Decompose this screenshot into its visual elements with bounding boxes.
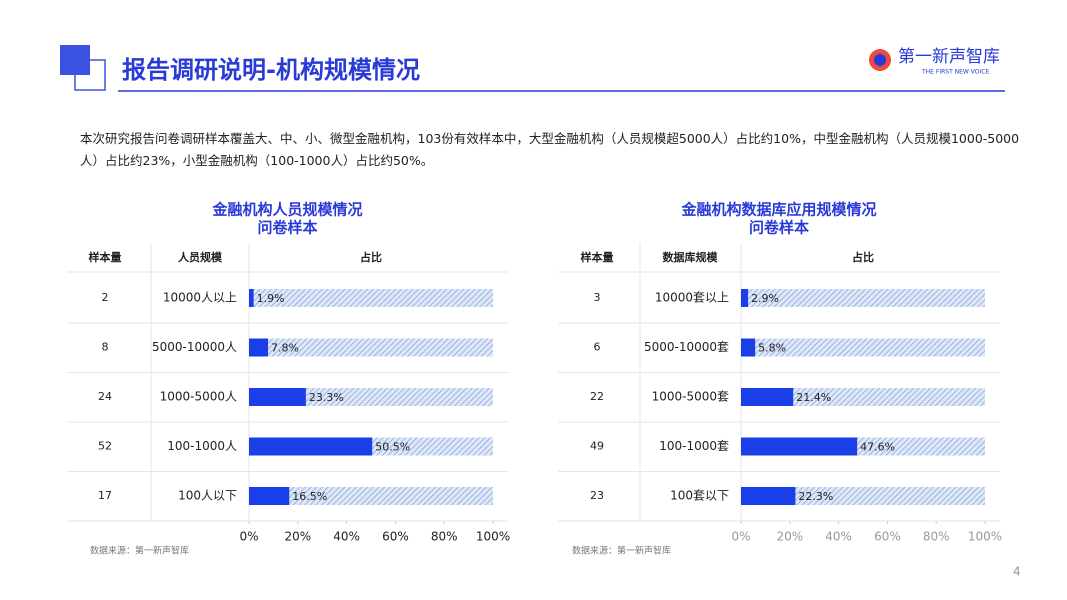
x-tick-label: 80% xyxy=(923,530,950,544)
category-label: 1000-5000套 xyxy=(652,390,729,404)
deco-square xyxy=(74,59,106,91)
x-tick-label: 20% xyxy=(776,530,803,544)
chart-subtitle: 问卷样本 xyxy=(749,219,809,237)
x-tick-label: 40% xyxy=(333,530,360,544)
column-header: 占比 xyxy=(852,250,874,264)
chart-subtitle: 问卷样本 xyxy=(257,219,317,237)
value-label: 21.4% xyxy=(796,391,831,404)
chart-title: 金融机构数据库应用规模情况 xyxy=(680,201,876,219)
value-label: 23.3% xyxy=(309,391,344,404)
category-label: 100人以下 xyxy=(178,489,237,503)
value-label: 16.5% xyxy=(292,490,327,503)
bar xyxy=(249,289,254,307)
bar xyxy=(249,388,306,406)
sample-size: 23 xyxy=(590,489,604,502)
sample-size: 6 xyxy=(594,341,601,354)
category-label: 100-1000套 xyxy=(659,439,729,453)
x-tick-label: 60% xyxy=(874,530,901,544)
bar xyxy=(741,338,756,357)
category-label: 5000-10000套 xyxy=(644,340,729,354)
intro-text: 本次研究报告问卷调研样本覆盖大、中、小、微型金融机构，103份有效样本中，大型金… xyxy=(80,131,1020,168)
value-label: 22.3% xyxy=(798,490,833,503)
bar-background xyxy=(249,487,493,505)
value-label: 1.9% xyxy=(257,292,285,305)
bar-background xyxy=(741,338,985,357)
bar xyxy=(249,338,269,357)
sample-size: 2 xyxy=(102,291,109,304)
x-tick-label: 60% xyxy=(382,530,409,544)
sample-size: 8 xyxy=(102,341,109,354)
x-tick-label: 20% xyxy=(284,530,311,544)
category-label: 1000-5000人 xyxy=(160,390,237,404)
column-header: 数据库规模 xyxy=(663,250,719,264)
logo-text: 第一新声智库 xyxy=(898,47,1000,67)
column-header: 人员规模 xyxy=(178,250,223,264)
bar-background xyxy=(741,289,985,307)
bar-background xyxy=(741,487,985,505)
x-tick-label: 100% xyxy=(968,530,1002,544)
bar-background xyxy=(249,289,493,307)
category-label: 5000-10000人 xyxy=(152,340,237,354)
x-tick-label: 40% xyxy=(825,530,852,544)
category-label: 10000套以上 xyxy=(655,291,729,305)
slide-title: 报告调研说明-机构规模情况 xyxy=(122,56,420,84)
column-header: 样本量 xyxy=(581,250,614,264)
sample-size: 24 xyxy=(98,390,112,403)
source-note: 数据来源：第一新声智库 xyxy=(90,545,189,557)
x-tick-label: 0% xyxy=(239,530,258,544)
logo-subtext: THE FIRST NEW VOICE xyxy=(921,69,989,76)
x-tick-label: 80% xyxy=(431,530,458,544)
x-tick-label: 100% xyxy=(476,530,510,544)
column-header: 样本量 xyxy=(89,250,122,264)
category-label: 100-1000人 xyxy=(167,439,237,453)
sample-size: 3 xyxy=(594,291,601,304)
source-note: 数据来源：第一新声智库 xyxy=(572,545,671,557)
bar xyxy=(741,388,794,406)
value-label: 7.8% xyxy=(271,342,299,355)
sample-size: 17 xyxy=(98,489,112,502)
x-tick-label: 0% xyxy=(731,530,750,544)
bar-background xyxy=(249,388,493,406)
bar xyxy=(249,437,373,456)
bar xyxy=(741,437,858,456)
value-label: 50.5% xyxy=(375,441,410,454)
value-label: 2.9% xyxy=(751,292,779,305)
sample-size: 49 xyxy=(590,440,604,453)
page-number: 4 xyxy=(1013,565,1021,579)
chart-title: 金融机构人员规模情况 xyxy=(211,201,362,219)
value-label: 47.6% xyxy=(860,441,895,454)
sample-size: 22 xyxy=(590,390,604,403)
value-label: 5.8% xyxy=(758,342,786,355)
bar-background xyxy=(249,338,493,357)
bar-background xyxy=(741,388,985,406)
sample-size: 52 xyxy=(98,440,112,453)
bar xyxy=(741,487,796,505)
column-header: 占比 xyxy=(360,250,382,264)
bar xyxy=(249,487,290,505)
logo-icon xyxy=(874,54,886,66)
bar xyxy=(741,289,749,307)
category-label: 100套以下 xyxy=(670,489,729,503)
category-label: 10000人以上 xyxy=(163,291,237,305)
